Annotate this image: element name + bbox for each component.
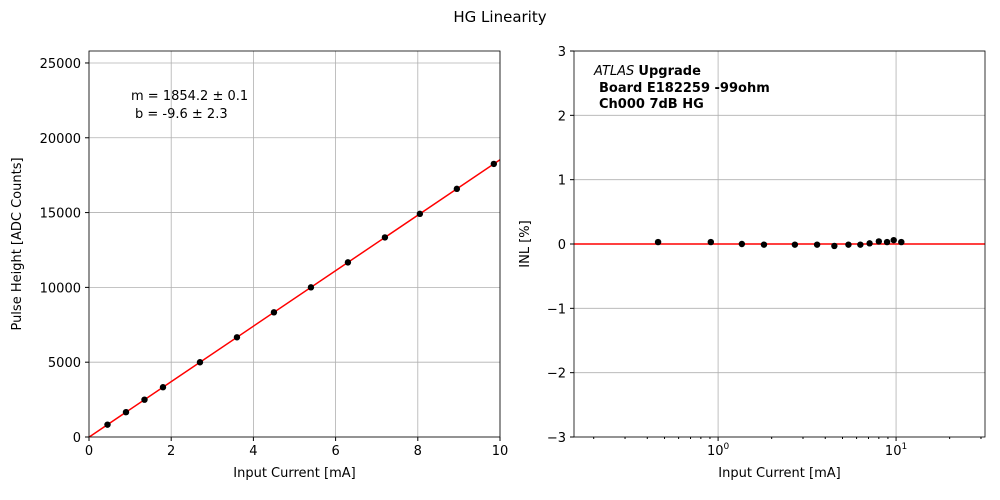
data-point [831, 242, 838, 250]
fit-intercept-label: b = -9.6 ± 2.3 [135, 107, 228, 122]
data-point [122, 408, 130, 416]
figure-title: HG Linearity [453, 8, 546, 26]
data-point [490, 160, 498, 168]
x-tick-label: 6 [331, 444, 339, 459]
channel-label: Ch000 7dB HG [599, 97, 704, 112]
data-point [738, 240, 746, 248]
y-tick-label: −1 [547, 302, 566, 317]
data-point [857, 241, 864, 248]
y-axis-label: Pulse Height [ADC Counts] [10, 157, 25, 330]
data-point [791, 241, 799, 248]
x-axis-label: Input Current [mA] [233, 466, 355, 481]
data-point [707, 238, 715, 246]
data-point [270, 309, 278, 316]
data-point [307, 284, 315, 291]
data-point [141, 396, 148, 403]
data-point [528, 136, 534, 142]
data-point [159, 384, 167, 391]
y-tick-label: 15000 [40, 207, 81, 222]
data-point [845, 241, 852, 248]
data-point [196, 359, 204, 366]
data-point [104, 421, 111, 428]
y-tick-label: 0 [558, 238, 566, 253]
data-point [866, 240, 873, 247]
x-tick-label: 10 [492, 444, 509, 459]
y-tick-label: −2 [547, 367, 566, 382]
inl-plot: 100 101 −3 −2 −1 0 1 2 3 Input Current [mA] INL [%… [518, 45, 986, 481]
board-label: Board E182259 -99ohm [599, 81, 770, 96]
data-point [898, 238, 905, 246]
data-point [813, 241, 821, 248]
linearity-plot: 0 2 4 6 8 10 0 5000 10000 15000 20000 25000 Input Cu… [10, 50, 534, 481]
x-tick-label: 0 [85, 444, 93, 459]
x-tick-label: 100 [707, 442, 730, 459]
atlas-upgrade: Upgrade [638, 64, 701, 79]
y-tick-label: 1 [558, 174, 566, 189]
data-point [883, 238, 891, 246]
data-point [875, 238, 883, 245]
data-point [344, 259, 352, 266]
y-tick-label: 0 [73, 431, 81, 446]
data-point [381, 234, 389, 241]
y-axis-label: INL [%] [518, 220, 533, 267]
data-point [890, 236, 897, 244]
data-point [453, 185, 461, 193]
x-tick-label: 4 [249, 444, 257, 459]
plot-frame [573, 50, 986, 438]
y-tick-label: 2 [558, 109, 566, 124]
x-axis-label: Input Current [mA] [718, 466, 840, 481]
y-tick-label: 20000 [40, 132, 81, 147]
atlas-label: ATLAS Upgrade [593, 64, 701, 79]
y-tick-label: 5000 [48, 356, 81, 371]
y-tick-label: −3 [547, 431, 566, 446]
data-point [416, 210, 424, 218]
atlas-italic: ATLAS [593, 64, 634, 79]
y-tick-label: 3 [558, 45, 566, 60]
data-point [233, 334, 241, 341]
data-point [654, 238, 662, 246]
y-tick-label: 25000 [40, 57, 81, 72]
plot-frame [88, 50, 501, 438]
data-point [760, 241, 768, 248]
fit-line [89, 159, 500, 437]
fit-slope-label: m = 1854.2 ± 0.1 [131, 89, 248, 104]
x-tick-label: 8 [414, 444, 422, 459]
x-tick-label: 101 [885, 442, 907, 459]
x-tick-label: 2 [167, 444, 175, 459]
y-tick-label: 10000 [40, 281, 81, 296]
